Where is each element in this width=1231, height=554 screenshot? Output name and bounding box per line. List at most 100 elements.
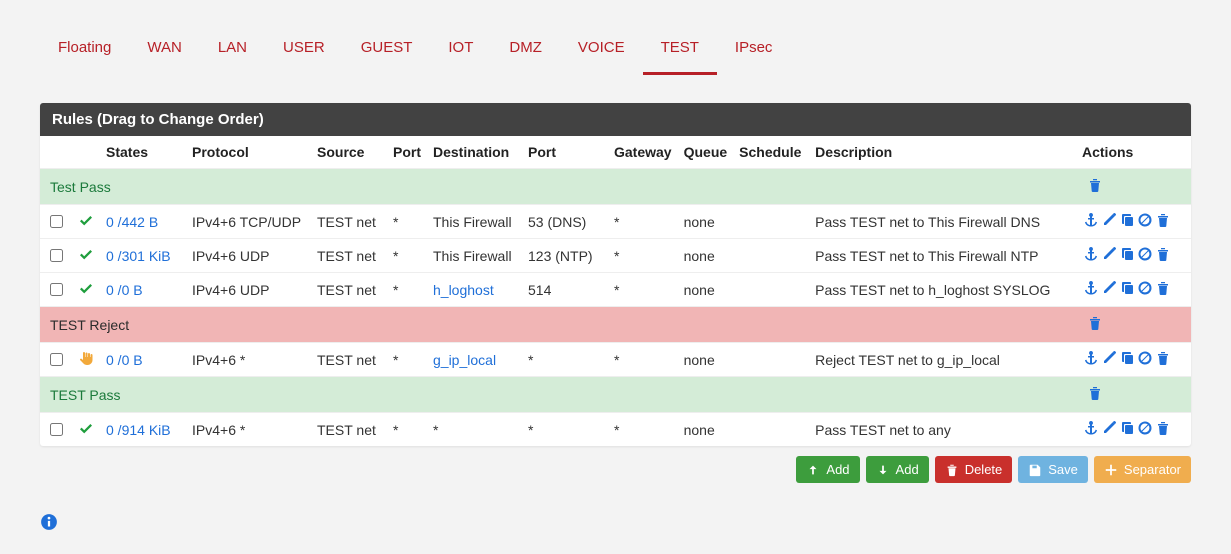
delete-icon[interactable]: [1155, 420, 1171, 436]
separator-button[interactable]: Separator: [1094, 456, 1191, 483]
states-link[interactable]: 0 /0 B: [106, 282, 143, 298]
delete-button[interactable]: Delete: [935, 456, 1013, 483]
description-cell: Pass TEST net to This Firewall NTP: [809, 239, 1076, 273]
interface-tabs: FloatingWANLANUSERGUESTIOTDMZVOICETESTIP…: [40, 8, 1191, 75]
row-checkbox[interactable]: [50, 249, 63, 262]
separator-label: Test Pass: [40, 169, 1076, 205]
tab-floating[interactable]: Floating: [40, 33, 129, 75]
col-sport: Port: [387, 136, 427, 169]
tab-test[interactable]: TEST: [643, 33, 717, 75]
col-queue: Queue: [678, 136, 734, 169]
save-button[interactable]: Save: [1018, 456, 1088, 483]
add-bottom-button[interactable]: Add: [866, 456, 929, 483]
delete-icon[interactable]: [1155, 246, 1171, 262]
tab-ipsec[interactable]: IPsec: [717, 33, 791, 75]
disable-icon[interactable]: [1137, 350, 1153, 366]
add-top-label: Add: [826, 462, 849, 477]
schedule-cell: [733, 413, 809, 447]
destination-text: This Firewall: [433, 214, 512, 230]
col-dport: Port: [522, 136, 608, 169]
row-checkbox[interactable]: [50, 423, 63, 436]
anchor-icon[interactable]: [1083, 350, 1099, 366]
tab-voice[interactable]: VOICE: [560, 33, 643, 75]
states-link[interactable]: 0 /0 B: [106, 352, 143, 368]
protocol-cell: IPv4+6 UDP: [186, 239, 311, 273]
tab-dmz[interactable]: DMZ: [491, 33, 560, 75]
sport-cell: *: [387, 239, 427, 273]
col-states: States: [100, 136, 186, 169]
trash-icon[interactable]: [1087, 385, 1103, 401]
save-label: Save: [1048, 462, 1078, 477]
dport-cell: 514: [522, 273, 608, 307]
col-destination: Destination: [427, 136, 522, 169]
separator-label: TEST Pass: [40, 377, 1076, 413]
row-checkbox[interactable]: [50, 215, 63, 228]
tab-lan[interactable]: LAN: [200, 33, 265, 75]
destination-link[interactable]: g_ip_local: [433, 352, 496, 368]
delete-icon[interactable]: [1155, 280, 1171, 296]
protocol-cell: IPv4+6 *: [186, 343, 311, 377]
add-bottom-label: Add: [896, 462, 919, 477]
rule-row[interactable]: 0 /0 B IPv4+6 * TEST net * g_ip_local * …: [40, 343, 1191, 377]
edit-icon[interactable]: [1101, 350, 1117, 366]
edit-icon[interactable]: [1101, 212, 1117, 228]
copy-icon[interactable]: [1119, 246, 1135, 262]
row-checkbox[interactable]: [50, 283, 63, 296]
col-actions: Actions: [1076, 136, 1191, 169]
disable-icon[interactable]: [1137, 420, 1153, 436]
rule-row[interactable]: 0 /0 B IPv4+6 UDP TEST net * h_loghost 5…: [40, 273, 1191, 307]
disable-icon[interactable]: [1137, 212, 1153, 228]
destination-link[interactable]: h_loghost: [433, 282, 494, 298]
delete-icon[interactable]: [1155, 212, 1171, 228]
anchor-icon[interactable]: [1083, 212, 1099, 228]
copy-icon[interactable]: [1119, 350, 1135, 366]
trash-icon[interactable]: [1087, 315, 1103, 331]
anchor-icon[interactable]: [1083, 420, 1099, 436]
protocol-cell: IPv4+6 UDP: [186, 273, 311, 307]
dport-cell: 53 (DNS): [522, 205, 608, 239]
separator-row: TEST Reject: [40, 307, 1191, 343]
edit-icon[interactable]: [1101, 420, 1117, 436]
anchor-icon[interactable]: [1083, 246, 1099, 262]
states-link[interactable]: 0 /442 B: [106, 214, 158, 230]
edit-icon[interactable]: [1101, 280, 1117, 296]
destination-text: This Firewall: [433, 248, 512, 264]
queue-cell: none: [678, 343, 734, 377]
tab-iot[interactable]: IOT: [430, 33, 491, 75]
copy-icon[interactable]: [1119, 420, 1135, 436]
row-actions: [1076, 273, 1191, 307]
tab-wan[interactable]: WAN: [129, 33, 199, 75]
table-header-row: States Protocol Source Port Destination …: [40, 136, 1191, 169]
description-cell: Pass TEST net to any: [809, 413, 1076, 447]
protocol-cell: IPv4+6 TCP/UDP: [186, 205, 311, 239]
disable-icon[interactable]: [1137, 280, 1153, 296]
info-hint[interactable]: [40, 513, 1191, 534]
add-top-button[interactable]: Add: [796, 456, 859, 483]
states-link[interactable]: 0 /301 KiB: [106, 248, 171, 264]
sport-cell: *: [387, 205, 427, 239]
rule-row[interactable]: 0 /442 B IPv4+6 TCP/UDP TEST net * This …: [40, 205, 1191, 239]
separator-label: TEST Reject: [40, 307, 1076, 343]
rules-table: States Protocol Source Port Destination …: [40, 136, 1191, 446]
dport-cell: *: [522, 413, 608, 447]
schedule-cell: [733, 239, 809, 273]
anchor-icon[interactable]: [1083, 280, 1099, 296]
edit-icon[interactable]: [1101, 246, 1117, 262]
tab-user[interactable]: USER: [265, 33, 343, 75]
rule-row[interactable]: 0 /914 KiB IPv4+6 * TEST net * * * * non…: [40, 413, 1191, 447]
disable-icon[interactable]: [1137, 246, 1153, 262]
source-cell: TEST net: [311, 205, 387, 239]
trash-icon[interactable]: [1087, 177, 1103, 193]
states-link[interactable]: 0 /914 KiB: [106, 422, 171, 438]
footer-button-bar: Add Add Delete Save Separator: [40, 446, 1191, 483]
panel-title: Rules (Drag to Change Order): [40, 103, 1191, 136]
delete-icon[interactable]: [1155, 350, 1171, 366]
tab-guest[interactable]: GUEST: [343, 33, 431, 75]
copy-icon[interactable]: [1119, 212, 1135, 228]
description-cell: Pass TEST net to h_loghost SYSLOG: [809, 273, 1076, 307]
copy-icon[interactable]: [1119, 280, 1135, 296]
rule-row[interactable]: 0 /301 KiB IPv4+6 UDP TEST net * This Fi…: [40, 239, 1191, 273]
queue-cell: none: [678, 239, 734, 273]
separator-row: TEST Pass: [40, 377, 1191, 413]
row-checkbox[interactable]: [50, 353, 63, 366]
